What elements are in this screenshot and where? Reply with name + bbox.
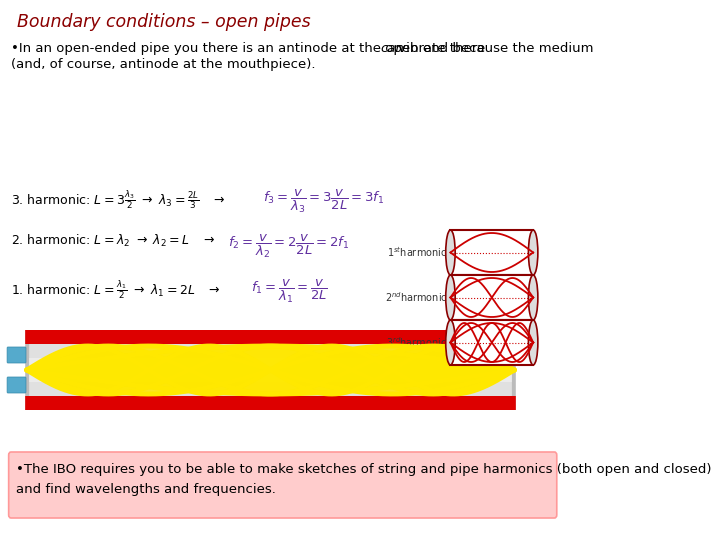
Text: •The IBO requires you to be able to make sketches of string and pipe harmonics (: •The IBO requires you to be able to make… [16, 463, 711, 496]
Text: $f_3 = \dfrac{v}{\lambda_3} = 3\dfrac{v}{2L} = 3f_1$: $f_3 = \dfrac{v}{\lambda_3} = 3\dfrac{v}… [263, 188, 384, 215]
Text: 2. harmonic: $L = \lambda_2\ \rightarrow\ \lambda_2 = L\quad\rightarrow\ $: 2. harmonic: $L = \lambda_2\ \rightarrow… [11, 233, 215, 249]
Text: 1. harmonic: $L = \frac{\lambda_1}{2}\ \rightarrow\ \lambda_1 = 2L\quad\rightarr: 1. harmonic: $L = \frac{\lambda_1}{2}\ \… [11, 278, 220, 301]
Ellipse shape [446, 320, 455, 365]
Bar [451, 320, 533, 365]
Ellipse shape [528, 320, 538, 365]
FancyBboxPatch shape [29, 358, 512, 382]
Text: $f_2 = \dfrac{v}{\lambda_2} = 2\dfrac{v}{2L} = 2f_1$: $f_2 = \dfrac{v}{\lambda_2} = 2\dfrac{v}… [228, 233, 349, 260]
Text: vibrate there: vibrate there [394, 42, 485, 55]
Ellipse shape [528, 230, 538, 275]
Text: (and, of course, antinode at the mouthpiece).: (and, of course, antinode at the mouthpi… [11, 58, 315, 71]
Bar [451, 275, 533, 320]
FancyBboxPatch shape [25, 396, 516, 410]
FancyBboxPatch shape [7, 377, 26, 393]
FancyBboxPatch shape [29, 338, 512, 402]
Ellipse shape [446, 230, 455, 275]
Text: $1^{st}$harmonic: $1^{st}$harmonic [387, 246, 447, 259]
Text: Boundary conditions – open pipes: Boundary conditions – open pipes [17, 13, 311, 31]
FancyBboxPatch shape [25, 330, 516, 344]
Text: $2^{nd}$harmonic: $2^{nd}$harmonic [384, 291, 447, 305]
Ellipse shape [446, 275, 455, 320]
Text: 3. harmonic: $L = 3\frac{\lambda_3}{2}\ \rightarrow\ \lambda_3 = \frac{2L}{3}\qu: 3. harmonic: $L = 3\frac{\lambda_3}{2}\ … [11, 188, 225, 211]
Text: $f_1 = \dfrac{v}{\lambda_1} = \dfrac{v}{2L}$: $f_1 = \dfrac{v}{\lambda_1} = \dfrac{v}{… [251, 278, 328, 305]
Bar [451, 230, 533, 275]
FancyBboxPatch shape [9, 452, 557, 518]
FancyBboxPatch shape [25, 330, 516, 410]
Text: can: can [380, 42, 404, 55]
Text: $3^{rd}$harmonic: $3^{rd}$harmonic [387, 335, 447, 349]
Ellipse shape [528, 275, 538, 320]
Text: •In an open-ended pipe you there is an antinode at the open end because the medi: •In an open-ended pipe you there is an a… [11, 42, 598, 55]
FancyBboxPatch shape [7, 347, 26, 363]
